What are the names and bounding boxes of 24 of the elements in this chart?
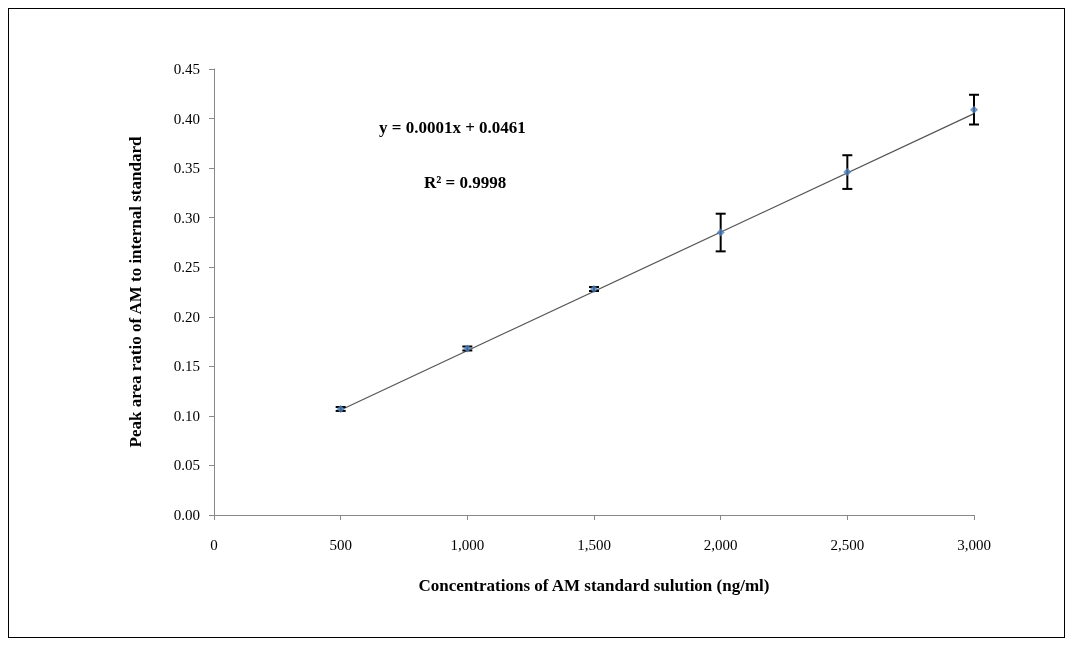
- y-tick-label: 0.15: [173, 358, 200, 375]
- y-tick-label: 0.20: [173, 308, 200, 325]
- y-tick-label: 0.25: [173, 259, 200, 276]
- point: [843, 168, 852, 177]
- point: [716, 228, 725, 237]
- y-tick-label: 0.40: [173, 110, 200, 127]
- point: [970, 105, 978, 114]
- y-tick-label: 0.35: [173, 160, 200, 177]
- y-axis-title: Peak area ratio of AM to internal standard: [126, 136, 145, 448]
- y-tick-label: 0.05: [173, 457, 200, 474]
- y-tick-label: 0.45: [173, 61, 200, 77]
- x-tick-label: 3,000: [957, 536, 991, 553]
- x-tick-label: 1,000: [450, 536, 485, 553]
- x-axis-title: Concentrations of AM standard sulution (ng/ml): [418, 576, 770, 595]
- x-tick-label: 2,000: [703, 536, 738, 553]
- annotation: y = 0.0001x + 0.0461: [379, 118, 526, 137]
- x-tick-label: 2,500: [830, 536, 865, 553]
- annotation: R² = 0.9998: [424, 173, 507, 192]
- y-tick-label: 0.00: [173, 507, 200, 523]
- y-tick-label: 0.10: [173, 407, 200, 424]
- y-tick-label: 0.30: [173, 209, 200, 226]
- x-tick-label: 500: [329, 536, 352, 553]
- x-tick-label: 0: [210, 536, 218, 553]
- x-tick-label: 1,500: [577, 536, 611, 553]
